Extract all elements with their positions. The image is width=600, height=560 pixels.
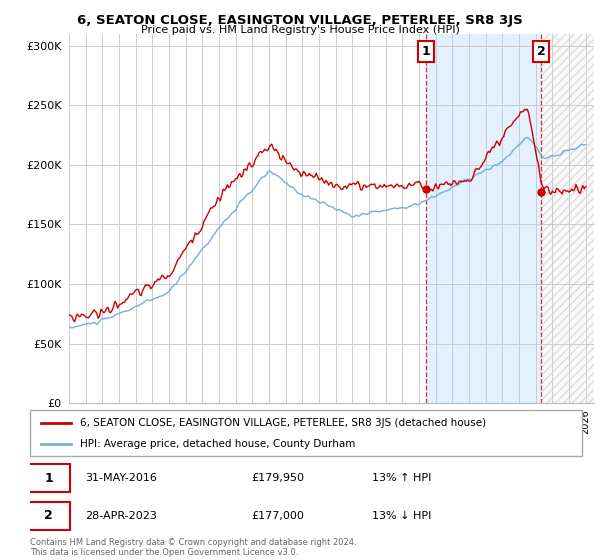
- Text: 28-APR-2023: 28-APR-2023: [85, 511, 157, 521]
- Text: 1: 1: [44, 472, 53, 484]
- Text: 6, SEATON CLOSE, EASINGTON VILLAGE, PETERLEE, SR8 3JS: 6, SEATON CLOSE, EASINGTON VILLAGE, PETE…: [77, 14, 523, 27]
- Text: Price paid vs. HM Land Registry's House Price Index (HPI): Price paid vs. HM Land Registry's House …: [140, 25, 460, 35]
- Text: Contains HM Land Registry data © Crown copyright and database right 2024.
This d: Contains HM Land Registry data © Crown c…: [30, 538, 356, 557]
- Text: HPI: Average price, detached house, County Durham: HPI: Average price, detached house, Coun…: [80, 439, 355, 449]
- Text: 13% ↑ HPI: 13% ↑ HPI: [372, 473, 431, 483]
- FancyBboxPatch shape: [27, 464, 70, 492]
- Text: 2: 2: [44, 510, 53, 522]
- Text: 2: 2: [537, 45, 545, 58]
- FancyBboxPatch shape: [27, 502, 70, 530]
- Bar: [541, 34, 594, 403]
- Text: 6, SEATON CLOSE, EASINGTON VILLAGE, PETERLEE, SR8 3JS (detached house): 6, SEATON CLOSE, EASINGTON VILLAGE, PETE…: [80, 418, 486, 428]
- Text: £179,950: £179,950: [251, 473, 304, 483]
- Text: 1: 1: [422, 45, 430, 58]
- Text: 31-MAY-2016: 31-MAY-2016: [85, 473, 157, 483]
- Text: 13% ↓ HPI: 13% ↓ HPI: [372, 511, 431, 521]
- Bar: [541, 34, 594, 403]
- Text: £177,000: £177,000: [251, 511, 304, 521]
- Bar: [426, 34, 541, 403]
